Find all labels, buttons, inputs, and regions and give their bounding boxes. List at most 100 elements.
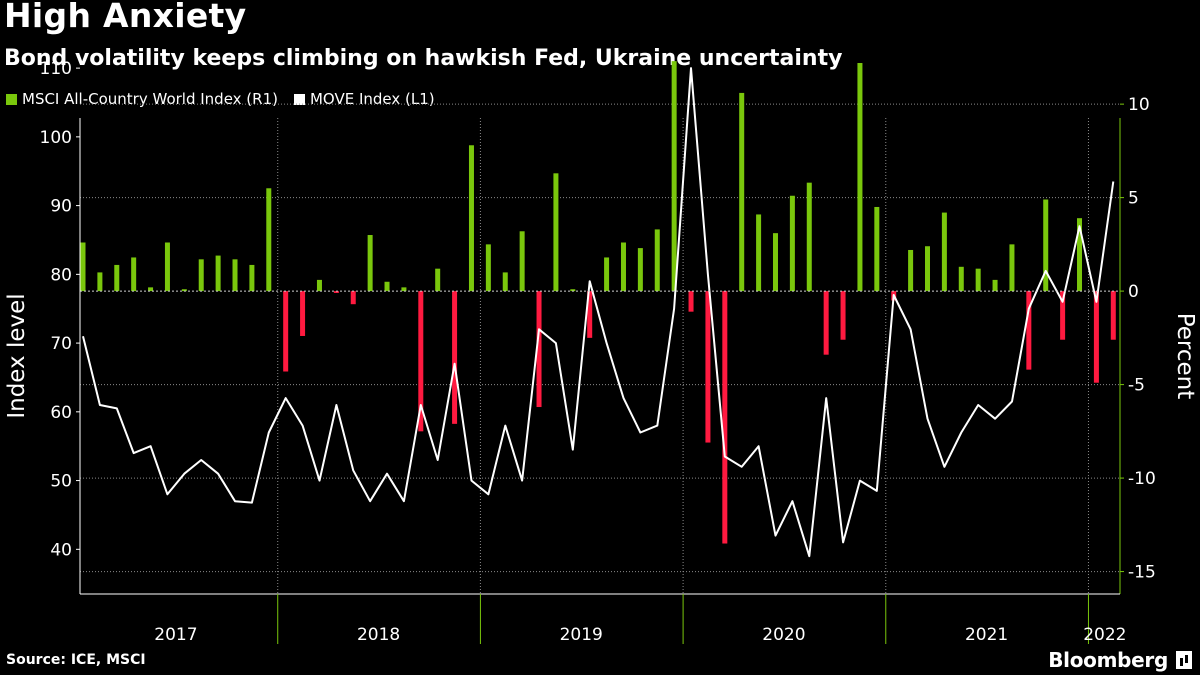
legend-label-move: MOVE Index (L1) xyxy=(309,90,435,108)
bar xyxy=(688,291,694,312)
bar xyxy=(435,268,441,292)
legend-item-msci: MSCI All-Country World Index (R1) xyxy=(6,90,278,108)
bar xyxy=(705,291,711,443)
bar xyxy=(536,291,542,408)
bar xyxy=(840,291,846,340)
x-tick-label: 2021 xyxy=(965,625,1008,645)
bar xyxy=(756,214,762,292)
bar xyxy=(722,291,728,544)
move-line xyxy=(82,67,1115,558)
bar xyxy=(772,233,778,292)
bar xyxy=(333,291,339,293)
bar xyxy=(215,255,221,292)
bar xyxy=(452,291,458,424)
bar xyxy=(958,266,964,292)
left-tick-label: 60 xyxy=(50,403,72,423)
bar xyxy=(468,145,474,292)
source-note: Source: ICE, MSCI xyxy=(6,652,146,668)
left-tick-label: 110 xyxy=(40,59,72,79)
bar xyxy=(587,291,593,338)
x-tick-label: 2018 xyxy=(357,625,400,645)
bar xyxy=(485,244,491,292)
bar xyxy=(1093,291,1099,383)
bar xyxy=(570,289,576,292)
bar xyxy=(823,291,829,355)
bar xyxy=(789,195,795,292)
bar xyxy=(300,291,306,336)
axes: 40 50 60 70 80 90 100 110 Index level -15 -10 -5 0 5 1… xyxy=(4,59,1198,645)
bar xyxy=(553,173,559,292)
x-tick-label: 2020 xyxy=(762,625,805,645)
left-tick-label: 70 xyxy=(50,334,72,354)
bar xyxy=(266,188,272,292)
bloomberg-icon xyxy=(1176,651,1192,669)
bar xyxy=(637,248,643,292)
left-tick-label: 90 xyxy=(50,197,72,217)
bar xyxy=(992,279,998,292)
left-tick-label: 40 xyxy=(50,540,72,560)
gridlines xyxy=(80,103,1120,594)
bar xyxy=(198,259,204,292)
left-tick-label: 80 xyxy=(50,265,72,285)
bar xyxy=(367,235,373,292)
legend-item-move: MOVE Index (L1) xyxy=(293,90,435,108)
bar xyxy=(1077,218,1083,292)
bar xyxy=(806,182,812,292)
bar xyxy=(350,291,356,305)
bar xyxy=(148,287,154,292)
x-tick-label: 2017 xyxy=(154,625,197,645)
legend: MSCI All-Country World Index (R1) MOVE I… xyxy=(6,90,435,108)
bar xyxy=(739,92,745,292)
left-axis-label: Index level xyxy=(4,293,30,418)
line-series xyxy=(82,67,1115,558)
right-tick-label: 10 xyxy=(1128,95,1150,115)
bar xyxy=(384,281,390,292)
bar xyxy=(1110,291,1116,340)
legend-swatch-move xyxy=(293,93,305,105)
bar xyxy=(131,257,137,292)
bar xyxy=(671,61,677,292)
bar xyxy=(857,63,863,292)
bar xyxy=(283,291,289,372)
bar xyxy=(316,279,322,292)
bar xyxy=(654,229,660,292)
bar xyxy=(1026,291,1032,370)
right-tick-label: 0 xyxy=(1128,282,1139,302)
bar xyxy=(418,291,424,432)
bar xyxy=(114,264,120,292)
chart-subtitle: Bond volatility keeps climbing on hawkis… xyxy=(4,46,843,71)
bar xyxy=(97,272,103,292)
bar xyxy=(1043,199,1049,292)
bar xyxy=(232,259,238,292)
legend-label-msci: MSCI All-Country World Index (R1) xyxy=(22,90,278,108)
bar xyxy=(181,289,187,292)
bar xyxy=(1009,244,1015,292)
bar xyxy=(80,242,86,292)
bar xyxy=(164,242,170,292)
bar xyxy=(874,206,880,292)
bar xyxy=(941,212,947,292)
left-tick-label: 50 xyxy=(50,472,72,492)
bar xyxy=(604,257,610,292)
left-tick-label: 100 xyxy=(40,128,72,148)
bar xyxy=(1060,291,1066,340)
chart-title: High Anxiety xyxy=(4,0,247,35)
bar-series xyxy=(80,61,1116,544)
x-tick-label: 2022 xyxy=(1083,625,1126,645)
right-tick-label: -5 xyxy=(1128,376,1145,396)
brand-logo: Bloomberg xyxy=(1048,648,1168,672)
right-tick-label: -10 xyxy=(1128,469,1156,489)
legend-swatch-msci xyxy=(6,93,17,105)
right-axis-label: Percent xyxy=(1172,313,1198,400)
bar xyxy=(519,231,525,292)
bar xyxy=(249,264,255,292)
bar xyxy=(925,246,930,292)
x-tick-label: 2019 xyxy=(560,625,603,645)
bar xyxy=(401,287,407,292)
right-tick-label: 5 xyxy=(1128,189,1139,209)
right-tick-label: -15 xyxy=(1128,563,1156,583)
bar xyxy=(620,242,626,292)
bar xyxy=(908,249,914,292)
bar xyxy=(502,272,508,292)
